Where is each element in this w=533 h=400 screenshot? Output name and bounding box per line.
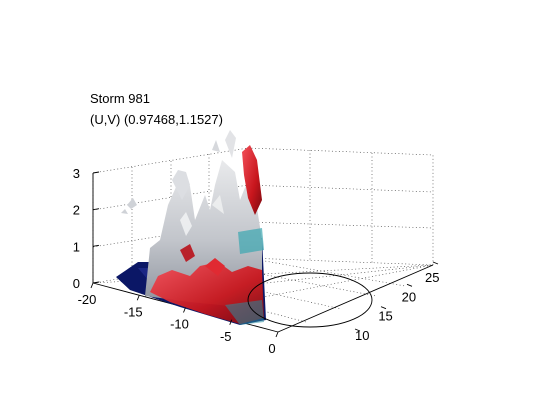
- z-axis-ticks: 0 1 2 3: [73, 166, 100, 291]
- x-tick-label: -20: [78, 292, 97, 307]
- z-tick-mark: [92, 208, 100, 211]
- x-axis-ticks: -20 -15 -10 -5 0: [78, 282, 279, 356]
- y-tick-label: 25: [425, 270, 439, 285]
- y-tick-label: 10: [355, 328, 369, 343]
- x-tick-label: -15: [124, 304, 143, 319]
- title-line-1: Storm 981: [90, 91, 150, 106]
- z-tick-label: 3: [73, 166, 80, 181]
- x-tick-label: -10: [170, 317, 189, 332]
- x-tick-mark: [136, 295, 140, 301]
- y-tick-mark: [380, 306, 387, 310]
- title-line-2: (U,V) (0.97468,1.1527): [90, 112, 223, 127]
- y-tick-mark: [432, 261, 439, 265]
- z-tick-label: 0: [73, 276, 80, 291]
- y-tick-mark: [354, 328, 361, 332]
- x-tick-label: -5: [220, 329, 232, 344]
- z-tick-label: 2: [73, 203, 80, 218]
- x-tick-label: 0: [268, 341, 275, 356]
- chart-title: Storm 981 (U,V) (0.97468,1.1527): [90, 91, 223, 127]
- floor-contour: [247, 272, 373, 328]
- y-tick-label: 15: [378, 309, 392, 324]
- z-tick-mark: [92, 244, 100, 247]
- z-tick-label: 1: [73, 239, 80, 254]
- x-tick-mark: [275, 331, 279, 338]
- x-tick-mark: [90, 282, 94, 289]
- y-tick-mark: [406, 283, 413, 287]
- x-tick-mark: [229, 319, 233, 325]
- x-tick-mark: [183, 307, 186, 313]
- z-tick-mark: [92, 281, 100, 284]
- y-axis-ticks: 10 15 20 25: [354, 261, 439, 343]
- storm-surface: [116, 130, 266, 325]
- z-tick-mark: [92, 171, 100, 174]
- y-tick-label: 20: [402, 289, 416, 304]
